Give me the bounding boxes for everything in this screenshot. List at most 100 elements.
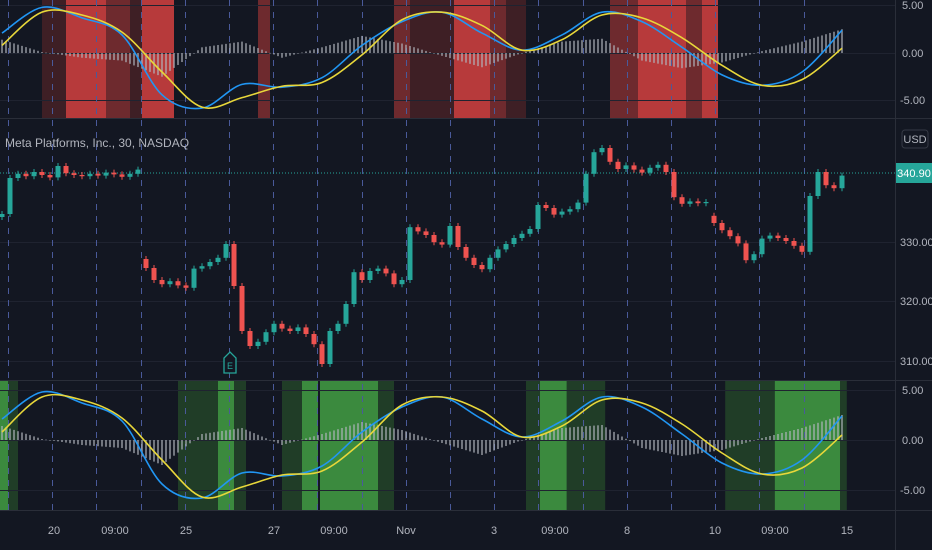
symbol-legend[interactable]: Meta Platforms, Inc., 30, NASDAQ bbox=[5, 136, 189, 150]
candle bbox=[775, 232, 781, 241]
time-tick: 09:00 bbox=[320, 525, 348, 537]
histogram-bar bbox=[785, 432, 787, 440]
histogram-bar bbox=[793, 430, 795, 440]
histogram-bar bbox=[297, 440, 299, 441]
candle bbox=[207, 259, 213, 270]
candle-body bbox=[39, 172, 45, 175]
candle-body bbox=[631, 165, 637, 170]
candle bbox=[255, 338, 261, 349]
histogram-bar bbox=[509, 53, 511, 58]
histogram-bar bbox=[57, 53, 59, 55]
candle-body bbox=[503, 244, 509, 250]
histogram-bar bbox=[517, 53, 519, 55]
histogram-bar bbox=[621, 436, 623, 440]
histogram-bar bbox=[13, 429, 15, 440]
histogram-bar bbox=[757, 52, 759, 53]
histogram-bar bbox=[69, 440, 71, 444]
histogram-bar bbox=[653, 53, 655, 63]
histogram-bar bbox=[169, 53, 171, 71]
histogram-bar bbox=[49, 440, 51, 441]
histogram-bar bbox=[561, 428, 563, 440]
candle-body bbox=[23, 173, 29, 177]
candle-body bbox=[71, 173, 77, 175]
histogram-bar bbox=[189, 53, 191, 57]
earnings-marker[interactable]: E bbox=[223, 351, 237, 374]
currency-badge[interactable] bbox=[901, 129, 929, 149]
histogram-bar bbox=[305, 51, 307, 53]
candle-body bbox=[183, 285, 189, 288]
candle bbox=[807, 193, 813, 255]
histogram-bar bbox=[61, 440, 63, 442]
candle bbox=[591, 149, 597, 177]
histogram-bar bbox=[337, 42, 339, 53]
histogram-bar bbox=[557, 42, 559, 53]
histogram-bar bbox=[157, 440, 159, 464]
histogram-bar bbox=[289, 53, 291, 56]
histogram-bar bbox=[273, 440, 275, 442]
histogram-bar bbox=[649, 53, 651, 63]
histogram-bar bbox=[341, 41, 343, 53]
histogram-bar bbox=[617, 47, 619, 53]
signal-zone bbox=[8, 381, 18, 510]
time-tick: 27 bbox=[268, 525, 280, 537]
histogram-bar bbox=[117, 53, 119, 61]
price-axis[interactable]: 5.00 0.00 -5.00 USD 340.90 330.00 320.00… bbox=[896, 0, 932, 497]
histogram-bar bbox=[765, 437, 767, 440]
candle bbox=[103, 169, 109, 179]
histogram-bar bbox=[445, 440, 447, 445]
histogram-bar bbox=[633, 53, 635, 57]
candle-body bbox=[647, 167, 653, 173]
histogram-bar bbox=[89, 53, 91, 59]
histogram-bar bbox=[317, 48, 319, 53]
candle bbox=[399, 277, 405, 288]
candle bbox=[799, 242, 805, 255]
histogram-bar bbox=[837, 416, 839, 440]
histogram-bar bbox=[569, 427, 571, 440]
histogram-bar bbox=[353, 38, 355, 53]
candle-body bbox=[111, 172, 117, 175]
candle bbox=[439, 239, 445, 248]
time-axis[interactable]: 20 09:00 25 27 09:00 Nov 3 09:00 8 10 09… bbox=[48, 525, 853, 537]
candle-body bbox=[199, 266, 205, 269]
histogram-bar bbox=[637, 440, 639, 446]
candle-body bbox=[351, 272, 357, 304]
candle-body bbox=[607, 148, 613, 162]
histogram-bar bbox=[189, 440, 191, 444]
signal-zone bbox=[526, 381, 540, 510]
histogram-bar bbox=[21, 45, 23, 53]
histogram-bar bbox=[37, 50, 39, 53]
histogram-bar bbox=[529, 437, 531, 440]
candle-body bbox=[815, 172, 821, 196]
histogram-bar bbox=[465, 53, 467, 63]
histogram-bar bbox=[25, 47, 27, 53]
fast-line bbox=[1, 6, 843, 110]
histogram-bar bbox=[17, 431, 19, 440]
candle bbox=[455, 223, 461, 250]
histogram-bar bbox=[485, 440, 487, 454]
candle-body bbox=[439, 242, 445, 245]
histogram-bar bbox=[669, 53, 671, 66]
histogram-bar bbox=[185, 53, 187, 60]
candle-body bbox=[639, 169, 645, 173]
histogram-bar bbox=[109, 53, 111, 60]
histogram-bar bbox=[245, 429, 247, 440]
candle bbox=[575, 199, 581, 213]
candle-body bbox=[823, 172, 829, 186]
histogram-bar bbox=[773, 48, 775, 53]
histogram-bar bbox=[229, 43, 231, 53]
histogram-bar bbox=[589, 39, 591, 53]
histogram-bar bbox=[801, 41, 803, 53]
histogram-bar bbox=[569, 41, 571, 53]
histogram-bar bbox=[41, 52, 43, 53]
candle bbox=[279, 320, 285, 332]
histogram-bar bbox=[749, 53, 751, 55]
histogram-bar bbox=[245, 43, 247, 53]
histogram-bar bbox=[665, 440, 667, 453]
candle bbox=[127, 170, 133, 180]
histogram-bar bbox=[681, 440, 683, 456]
candle bbox=[615, 158, 621, 172]
histogram-bar bbox=[265, 51, 267, 53]
candle-body bbox=[455, 226, 461, 247]
histogram-bar bbox=[769, 436, 771, 440]
